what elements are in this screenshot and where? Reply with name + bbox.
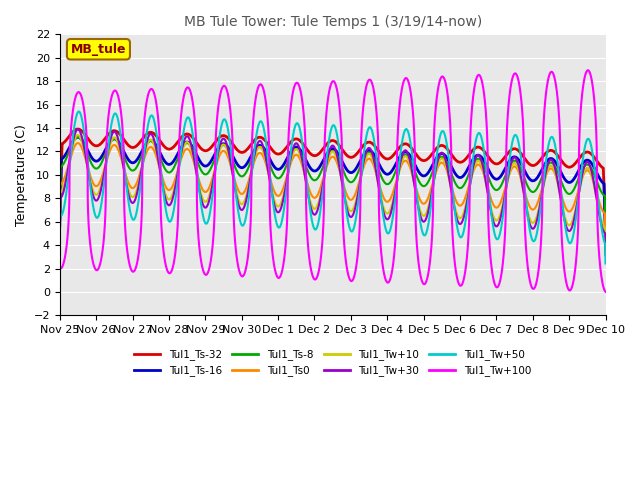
Title: MB Tule Tower: Tule Temps 1 (3/19/14-now): MB Tule Tower: Tule Temps 1 (3/19/14-now… xyxy=(184,15,482,29)
Tul1_Tw+30 xyxy=(579,170,586,176)
Tul1_Ts-32 xyxy=(56,215,63,221)
Tul1_Ts0 xyxy=(579,174,586,180)
Line: Tul1_Ts-32: Tul1_Ts-32 xyxy=(60,129,605,228)
Tul1_Tw+50 xyxy=(470,148,478,154)
Tul1_Ts-8 xyxy=(572,182,580,188)
Tul1_Ts-8 xyxy=(56,227,63,232)
Tul1_Ts0 xyxy=(602,247,609,253)
Tul1_Ts-8 xyxy=(314,175,322,180)
Line: Tul1_Tw+50: Tul1_Tw+50 xyxy=(60,111,605,264)
Tul1_Tw+30 xyxy=(602,252,609,258)
Tul1_Ts-32 xyxy=(455,159,463,165)
Text: MB_tule: MB_tule xyxy=(70,43,126,56)
Tul1_Tw+100 xyxy=(584,67,592,73)
Tul1_Ts0 xyxy=(74,140,82,146)
Tul1_Tw+30 xyxy=(572,207,580,213)
Tul1_Ts-8 xyxy=(602,236,609,242)
Line: Tul1_Ts-8: Tul1_Ts-8 xyxy=(60,137,605,239)
Tul1_Tw+10 xyxy=(241,196,249,202)
Tul1_Tw+100 xyxy=(602,289,609,295)
Tul1_Ts-16 xyxy=(470,155,478,161)
Tul1_Ts-8 xyxy=(579,166,586,172)
Tul1_Ts0 xyxy=(572,196,580,202)
Tul1_Ts-32 xyxy=(602,226,609,231)
Tul1_Tw+50 xyxy=(75,108,83,114)
Tul1_Ts-16 xyxy=(241,163,249,168)
Line: Tul1_Ts0: Tul1_Ts0 xyxy=(60,143,605,250)
Tul1_Ts-32 xyxy=(579,152,586,157)
Tul1_Tw+10 xyxy=(56,240,63,245)
Tul1_Tw+100 xyxy=(579,88,586,94)
Tul1_Tw+50 xyxy=(56,243,63,249)
Tul1_Tw+100 xyxy=(572,261,580,267)
Y-axis label: Temperature (C): Temperature (C) xyxy=(15,124,28,226)
Tul1_Ts-32 xyxy=(74,126,82,132)
Tul1_Tw+50 xyxy=(572,216,580,222)
Tul1_Tw+10 xyxy=(314,201,322,206)
Tul1_Tw+10 xyxy=(579,174,586,180)
Tul1_Ts-16 xyxy=(572,173,580,179)
Tul1_Tw+30 xyxy=(455,220,463,226)
Tul1_Ts0 xyxy=(56,232,63,238)
Tul1_Ts-8 xyxy=(455,185,463,191)
Tul1_Tw+50 xyxy=(579,158,586,164)
Tul1_Ts-16 xyxy=(602,232,609,238)
Tul1_Ts-16 xyxy=(314,166,322,172)
Tul1_Ts-16 xyxy=(455,174,463,180)
Tul1_Ts-16 xyxy=(56,223,63,228)
Tul1_Ts0 xyxy=(314,191,322,197)
Tul1_Tw+100 xyxy=(56,265,63,271)
Line: Tul1_Tw+30: Tul1_Tw+30 xyxy=(60,129,605,255)
Tul1_Ts0 xyxy=(241,187,249,193)
Tul1_Tw+30 xyxy=(314,205,322,211)
Tul1_Tw+30 xyxy=(74,126,82,132)
Tul1_Tw+30 xyxy=(56,242,63,248)
Line: Tul1_Tw+10: Tul1_Tw+10 xyxy=(60,135,605,253)
Tul1_Ts-8 xyxy=(470,159,478,165)
Line: Tul1_Ts-16: Tul1_Ts-16 xyxy=(60,137,605,235)
Tul1_Ts-32 xyxy=(470,146,478,152)
Legend: Tul1_Ts-32, Tul1_Ts-16, Tul1_Ts-8, Tul1_Ts0, Tul1_Tw+10, Tul1_Tw+30, Tul1_Tw+50,: Tul1_Ts-32, Tul1_Ts-16, Tul1_Ts-8, Tul1_… xyxy=(130,345,535,381)
Tul1_Tw+10 xyxy=(455,215,463,220)
Tul1_Tw+10 xyxy=(74,132,82,138)
Tul1_Ts-32 xyxy=(572,160,580,166)
Tul1_Tw+50 xyxy=(602,261,609,266)
Tul1_Tw+100 xyxy=(455,280,463,286)
Tul1_Ts-8 xyxy=(74,134,82,140)
Tul1_Tw+100 xyxy=(314,271,322,277)
Tul1_Tw+30 xyxy=(241,201,249,207)
Tul1_Tw+30 xyxy=(470,160,478,166)
Tul1_Ts-32 xyxy=(241,148,249,154)
Tul1_Ts0 xyxy=(470,167,478,172)
Tul1_Tw+100 xyxy=(241,269,249,275)
Tul1_Tw+50 xyxy=(241,217,249,223)
Tul1_Tw+100 xyxy=(470,87,478,93)
Line: Tul1_Tw+100: Tul1_Tw+100 xyxy=(60,70,605,292)
Tul1_Tw+10 xyxy=(470,165,478,170)
Tul1_Tw+10 xyxy=(572,205,580,211)
Tul1_Tw+50 xyxy=(455,231,463,237)
Tul1_Ts-8 xyxy=(241,171,249,177)
Tul1_Ts-16 xyxy=(579,161,586,167)
Tul1_Ts-32 xyxy=(314,152,322,157)
Tul1_Ts-16 xyxy=(74,134,82,140)
Tul1_Tw+10 xyxy=(602,251,609,256)
Tul1_Ts0 xyxy=(455,202,463,208)
Tul1_Tw+50 xyxy=(314,221,322,227)
